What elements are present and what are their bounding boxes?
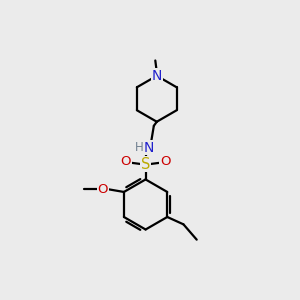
Text: N: N [152,69,162,83]
Text: O: O [121,155,131,168]
Text: H: H [135,141,143,154]
Text: O: O [98,182,108,196]
Text: S: S [141,157,150,172]
Text: N: N [143,141,154,154]
Text: O: O [160,155,171,168]
